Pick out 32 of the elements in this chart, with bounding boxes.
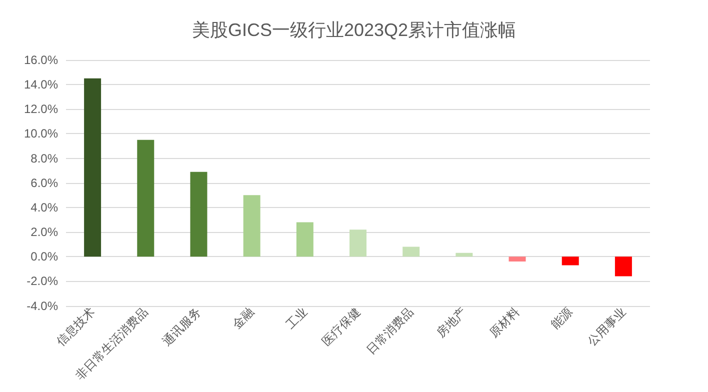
x-tick-label: 金融 — [230, 304, 257, 332]
bar — [350, 230, 366, 257]
chart-title: 美股GICS一级行业2023Q2累计市值涨幅 — [192, 20, 516, 40]
y-tick-label: 14.0% — [24, 78, 58, 92]
bar — [402, 246, 420, 257]
x-tick-label: 原材料 — [486, 304, 522, 340]
bar — [614, 256, 632, 276]
bar — [508, 256, 526, 262]
y-tick-label: 0.0% — [30, 250, 58, 264]
x-tick-label: 日常消费品 — [364, 304, 416, 358]
y-tick-label: 6.0% — [30, 176, 58, 190]
y-tick-label: -2.0% — [26, 274, 58, 288]
bar — [456, 252, 473, 257]
bar — [243, 195, 260, 257]
x-tick-label: 房地产 — [434, 304, 470, 340]
x-tick-label: 能源 — [548, 304, 576, 332]
bar — [296, 222, 314, 257]
bar — [190, 172, 208, 257]
bar — [562, 256, 579, 266]
y-tick-label: 16.0% — [24, 53, 58, 67]
y-tick-label: 10.0% — [24, 126, 58, 141]
bar — [84, 78, 102, 257]
y-tick-label: 2.0% — [30, 225, 58, 240]
x-tick-label: 医疗保健 — [319, 304, 363, 349]
x-tick-label: 公用事业 — [584, 304, 628, 349]
y-tick-label: 8.0% — [30, 151, 58, 166]
y-tick-label: 12.0% — [24, 102, 58, 116]
bar — [137, 140, 154, 257]
y-tick-label: 4.0% — [30, 200, 58, 214]
x-tick-label: 通讯服务 — [160, 304, 204, 349]
x-tick-label: 工业 — [282, 304, 310, 332]
y-tick-label: -4.0% — [26, 298, 58, 313]
